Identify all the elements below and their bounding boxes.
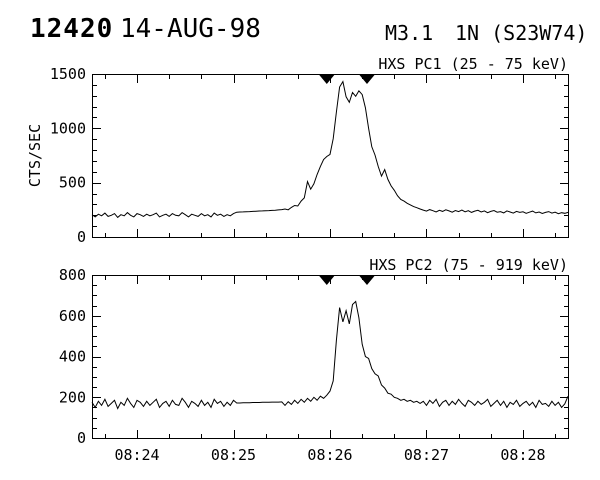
pc1-ytick-label: 500 — [59, 174, 86, 192]
panel-pc1: 0 500 1000 1500 CTS/SEC HXS PC1 (25 - 75 keV) — [26, 55, 569, 246]
pc1-curve — [91, 80, 569, 219]
pc2-xtick-label: 08:28 — [500, 446, 545, 464]
pc2-xtick-label: 08:27 — [404, 446, 449, 464]
pc2-curve — [91, 300, 569, 410]
pc2-ytick-label: 800 — [59, 266, 86, 284]
pc1-ytick-label: 1500 — [50, 65, 86, 83]
event-date: 14-AUG-98 — [120, 14, 261, 44]
pc1-interval-marker-2 — [359, 75, 375, 84]
pc2-xtick-label: 08:26 — [307, 446, 352, 464]
pc1-title: HXS PC1 (25 - 75 keV) — [378, 55, 568, 73]
event-number: 12420 — [30, 14, 114, 44]
pc2-ytick-label: 600 — [59, 307, 86, 325]
pc2-plot-box — [92, 275, 569, 439]
pc2-ytick-label: 200 — [59, 388, 86, 406]
pc2-ytick-label: 400 — [59, 348, 86, 366]
flare-importance-location: 1N (S23W74) — [455, 21, 588, 45]
pc2-xtick-label: 08:25 — [211, 446, 256, 464]
pc1-plot-box — [92, 74, 569, 238]
pc2-xtick-label: 08:24 — [114, 446, 159, 464]
pc2-interval-marker-1 — [319, 276, 335, 285]
pc1-ytick-label: 1000 — [50, 119, 86, 137]
pc2-interval-marker-2 — [359, 276, 375, 285]
pc1-ylabel: CTS/SEC — [26, 124, 44, 187]
pc1-ticks — [93, 74, 568, 238]
pc2-ticks — [93, 275, 568, 439]
pc1-ytick-label: 0 — [77, 228, 86, 246]
panel-pc2: 0 200 400 600 800 08:24 08:25 08:26 08:27 08:28 HX… — [59, 256, 569, 464]
pc2-ytick-label: 0 — [77, 429, 86, 447]
pc2-title: HXS PC2 (75 - 919 keV) — [369, 256, 568, 274]
header: 12420 14-AUG-98 M3.1 1N (S23W74) — [0, 0, 600, 56]
pc1-interval-marker-1 — [319, 75, 335, 84]
goes-class: M3.1 — [385, 21, 434, 45]
